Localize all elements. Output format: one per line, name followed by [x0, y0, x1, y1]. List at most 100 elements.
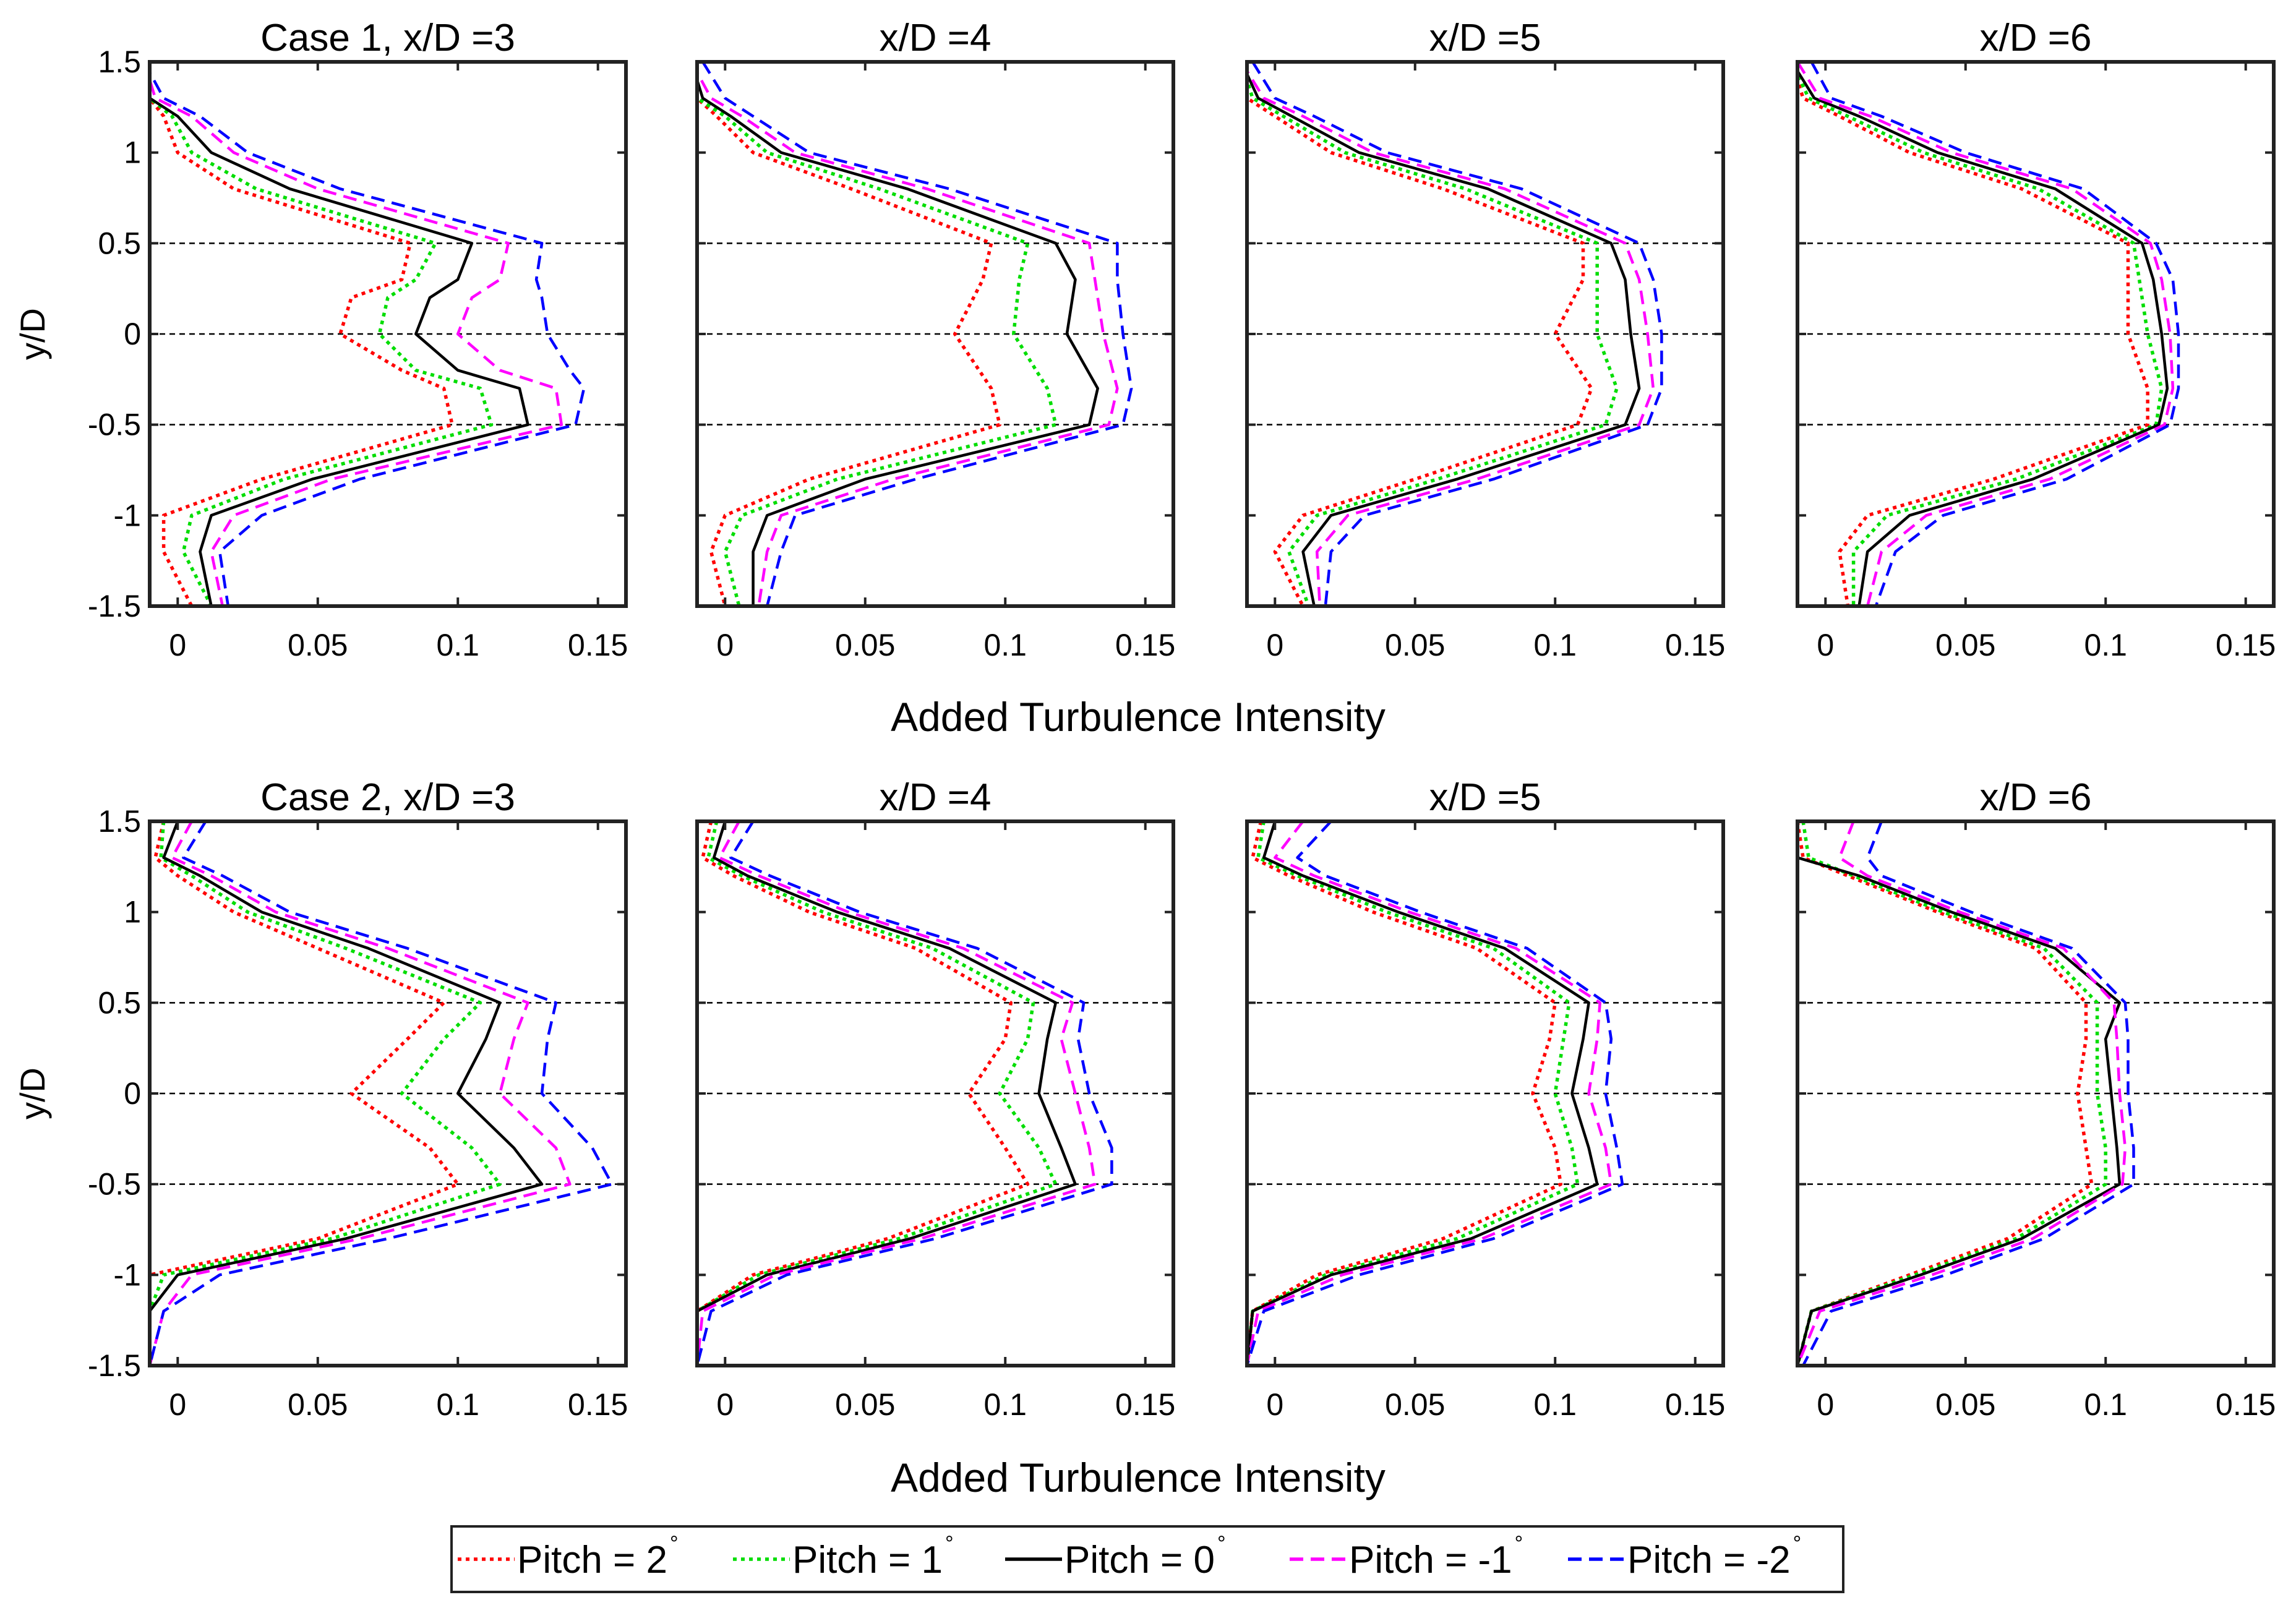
series-line-pitch1: [1797, 821, 2107, 1366]
series-line-pitch0: [1247, 821, 1599, 1366]
x-tick-label: 0.15: [2216, 628, 2276, 662]
panel-6: 0 0.05 0.1 0.15 x/D =4: [695, 776, 1175, 1422]
panel-2: 0 0.05 0.1 0.15 x/D =4: [695, 17, 1175, 662]
panel-title: x/D =4: [880, 776, 992, 819]
panel-title: x/D =6: [1980, 17, 2092, 59]
x-tick-label: 0.05: [1385, 1387, 1445, 1422]
series-group: [150, 69, 586, 606]
y-tick-label: 0: [124, 317, 141, 351]
series-line-pitch1: [1247, 821, 1580, 1366]
legend-label-5: Pitch = -2: [1627, 1539, 1791, 1581]
series-line-pitch0: [150, 821, 544, 1366]
y-tick-label: 1: [124, 135, 141, 170]
x-axis-label-row1: Added Turbulence Intensity: [891, 694, 1386, 740]
panel-3: 0 0.05 0.1 0.15 x/D =5: [1245, 17, 1725, 662]
x-tick-label: 0: [1817, 1387, 1834, 1422]
x-tick-label: 0: [716, 628, 734, 662]
y-tick-label: 0.5: [98, 985, 141, 1020]
legend-label-1: Pitch = 2: [517, 1539, 667, 1581]
panel-title: x/D =5: [1429, 776, 1541, 819]
panel-title: x/D =5: [1429, 17, 1541, 59]
panel-7: 0 0.05 0.1 0.15 x/D =5: [1245, 776, 1725, 1422]
legend-label-3: Pitch = 0: [1064, 1539, 1215, 1581]
x-tick-label: 0.1: [436, 628, 479, 662]
x-tick-label: 0.05: [1385, 628, 1445, 662]
panel-title: Case 1, x/D =3: [260, 17, 515, 59]
x-axis-label-row2: Added Turbulence Intensity: [891, 1455, 1386, 1500]
series-line-pitch-1: [1797, 821, 2127, 1366]
legend-degree-5: °: [1793, 1532, 1802, 1555]
y-tick-label: -1: [114, 498, 141, 533]
series-group: [697, 62, 1133, 606]
series-line-pitch2: [1797, 74, 2149, 606]
x-tick-label: 0.1: [436, 1387, 479, 1422]
x-tick-label: 0.15: [1115, 628, 1175, 662]
legend-degree-1: °: [670, 1532, 679, 1555]
x-tick-label: 0: [716, 1387, 734, 1422]
y-tick-label: 0.5: [98, 226, 141, 260]
y-tick-label: -1.5: [88, 1348, 141, 1383]
x-tick-label: 0.05: [1935, 1387, 1995, 1422]
series-line-pitch1: [697, 87, 1058, 606]
series-line-pitch0: [697, 821, 1077, 1366]
legend-degree-2: °: [945, 1532, 954, 1555]
series-line-pitch-1: [150, 821, 572, 1366]
panels-layer: 0 0.05 0.1 0.15 1.5 1 0.5 0 -0.5 -1 -1.5 y/D Case 1,…: [13, 17, 2276, 1422]
series-line-pitch2: [1247, 87, 1593, 606]
y-tick-label: 0: [124, 1076, 141, 1111]
series-line-pitch2: [150, 87, 454, 606]
series-group: [1797, 821, 2135, 1366]
y-axis-label: y/D: [13, 1067, 52, 1119]
series-line-pitch1: [1797, 70, 2164, 606]
legend: Pitch = 2 ° Pitch = 1 ° Pitch = 0 ° Pitch = -1…: [450, 1525, 1844, 1593]
series-line-pitch1: [150, 87, 494, 606]
x-tick-label: 0.1: [1533, 628, 1577, 662]
legend-label-4: Pitch = -1: [1349, 1539, 1512, 1581]
legend-label-2: Pitch = 1: [792, 1539, 943, 1581]
series-group: [1247, 821, 1624, 1366]
x-tick-label: 0.15: [568, 1387, 628, 1422]
panel-5: 0 0.05 0.1 0.15 1.5 1 0.5 0 -0.5 -1 -1.5 y/D Case 2,…: [13, 776, 628, 1422]
series-line-pitch1: [697, 821, 1058, 1366]
x-tick-label: 0: [1266, 1387, 1283, 1422]
y-tick-label: -1: [114, 1257, 141, 1292]
x-tick-label: 0.15: [1665, 1387, 1725, 1422]
y-tick-label: 1: [124, 895, 141, 930]
x-tick-label: 0.05: [1935, 628, 1995, 662]
panel-1: 0 0.05 0.1 0.15 1.5 1 0.5 0 -0.5 -1 -1.5 y/D Case 1,…: [13, 17, 628, 662]
series-line-pitch-2: [1247, 821, 1624, 1366]
series-group: [697, 821, 1113, 1366]
series-line-pitch-2: [697, 821, 1113, 1366]
x-tick-label: 0.05: [288, 1387, 348, 1422]
series-line-pitch2: [1247, 821, 1563, 1366]
series-line-pitch-1: [150, 75, 563, 606]
legend-degree-4: °: [1515, 1532, 1523, 1555]
x-tick-label: 0.15: [1115, 1387, 1175, 1422]
series-line-pitch-2: [701, 62, 1133, 606]
series-line-pitch0: [1247, 71, 1641, 606]
x-tick-label: 0.05: [288, 628, 348, 662]
series-line-pitch-2: [1810, 62, 2180, 606]
series-line-pitch-1: [697, 69, 1119, 606]
series-line-pitch2: [697, 821, 1030, 1366]
panel-title: Case 2, x/D =3: [260, 776, 515, 819]
series-line-pitch-1: [1247, 821, 1613, 1366]
x-tick-label: 0.1: [2084, 1387, 2127, 1422]
x-tick-label: 0.05: [835, 628, 895, 662]
panel-8: 0 0.05 0.1 0.15 x/D =6: [1796, 776, 2276, 1422]
x-tick-label: 0: [1266, 628, 1283, 662]
y-tick-label: 1.5: [98, 804, 141, 839]
series-line-pitch2: [697, 87, 1001, 606]
y-axis-label: y/D: [13, 308, 52, 360]
series-line-pitch1: [1247, 74, 1619, 606]
series-group: [150, 821, 614, 1366]
x-tick-label: 0: [169, 628, 186, 662]
series-line-pitch-2: [150, 69, 586, 606]
x-tick-label: 0.1: [1533, 1387, 1577, 1422]
panel-4: 0 0.05 0.1 0.15 x/D =6: [1796, 17, 2276, 662]
series-line-pitch-2: [1802, 821, 2135, 1366]
series-line-pitch2: [150, 821, 460, 1366]
panel-title: x/D =4: [880, 17, 992, 59]
series-line-pitch-1: [1797, 62, 2175, 606]
